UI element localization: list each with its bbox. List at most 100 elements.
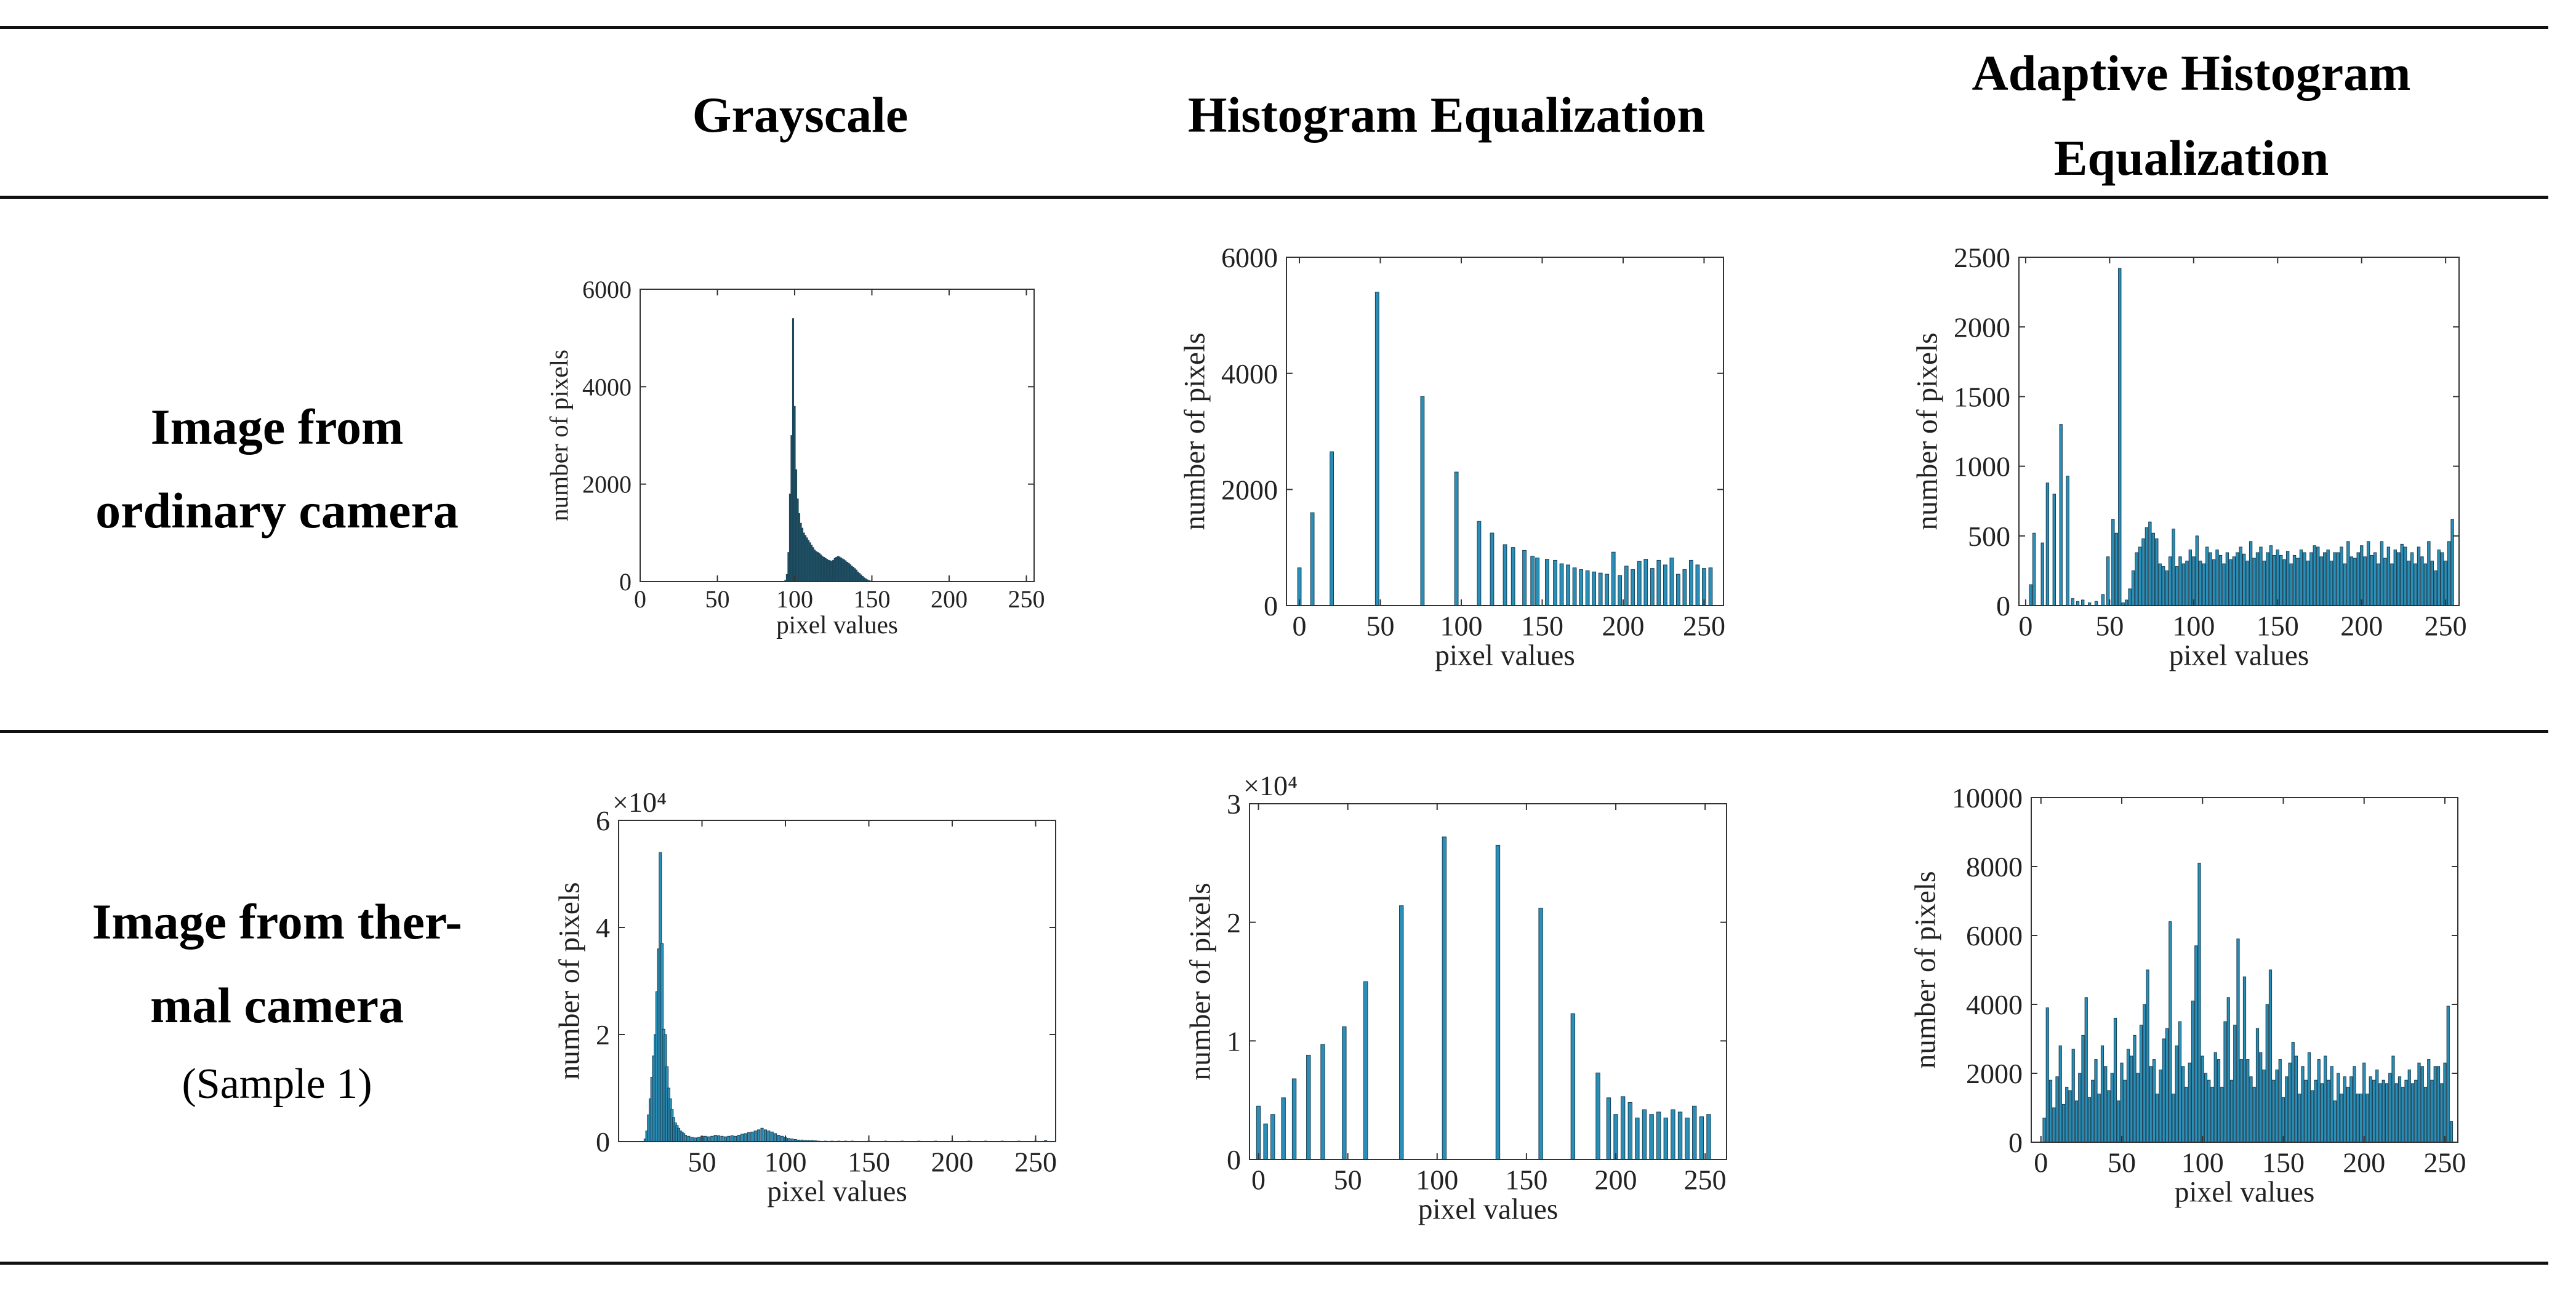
bar xyxy=(710,1135,714,1142)
bar xyxy=(2156,1094,2159,1143)
x-axis-label: pixel values xyxy=(1435,640,1575,672)
bar xyxy=(2285,1076,2289,1143)
bar xyxy=(820,554,822,582)
bar xyxy=(1613,1114,1618,1160)
x-tick-label: 50 xyxy=(705,585,729,613)
bar xyxy=(2369,1076,2372,1143)
bar xyxy=(1692,1105,1697,1160)
bar xyxy=(2413,563,2417,606)
x-tick-label: 250 xyxy=(1014,1146,1057,1177)
bar xyxy=(2126,1049,2130,1143)
bar xyxy=(2381,1079,2385,1143)
bar xyxy=(2356,552,2360,606)
x-tick-label: 50 xyxy=(2095,610,2124,641)
bar xyxy=(2417,1062,2421,1143)
bar xyxy=(704,1135,707,1142)
bar xyxy=(817,552,819,582)
bar xyxy=(1535,558,1539,606)
x-tick-label: 0 xyxy=(634,585,646,613)
bar xyxy=(2427,1059,2431,1143)
row-separator-rule xyxy=(0,730,2548,733)
bar xyxy=(1570,1013,1576,1160)
bar xyxy=(1566,564,1570,606)
bar xyxy=(2139,1025,2143,1143)
bar xyxy=(2259,546,2263,606)
bar xyxy=(838,556,841,582)
bar xyxy=(1699,1116,1704,1160)
chart-svg: 0 50 100 150 200 25005001000150020002500pixel… xyxy=(1911,242,2466,671)
y-axis-label: number of pixels xyxy=(1179,332,1211,530)
row-label-line: ordinary camera xyxy=(95,482,459,538)
bar xyxy=(1544,559,1549,606)
bar xyxy=(2337,1073,2340,1143)
y-tick-label: 500 xyxy=(1968,521,2010,552)
bar xyxy=(2152,1059,2156,1143)
y-tick-label: 2500 xyxy=(1954,242,2010,273)
bar xyxy=(2209,552,2212,606)
bar xyxy=(2268,969,2273,1143)
bar xyxy=(2423,563,2428,606)
bar xyxy=(1342,1026,1347,1160)
bar xyxy=(2239,1059,2243,1143)
x-axis-label: pixel values xyxy=(767,1176,907,1208)
bar xyxy=(2172,1094,2175,1143)
bar xyxy=(2111,519,2115,606)
bar xyxy=(2178,556,2182,606)
bar xyxy=(2326,549,2330,606)
x-tick-label: 0 xyxy=(1293,610,1307,641)
bar xyxy=(2323,552,2327,606)
bar xyxy=(2393,549,2397,606)
bar xyxy=(2349,556,2354,606)
bar xyxy=(2175,1045,2178,1143)
bar xyxy=(2188,549,2193,606)
y-tick-label: 2000 xyxy=(1954,311,2010,343)
bar xyxy=(2048,1079,2053,1143)
bar xyxy=(826,559,829,582)
y-axis-label: number of pixels xyxy=(1909,871,1941,1068)
bar xyxy=(2436,1066,2441,1143)
bar xyxy=(2133,1035,2137,1143)
bars xyxy=(643,852,1048,1142)
bar xyxy=(1624,566,1629,606)
bar xyxy=(2333,1100,2337,1143)
bar xyxy=(2113,1017,2117,1143)
bar xyxy=(2380,541,2384,606)
bar xyxy=(2107,1090,2111,1143)
y-tick-label: 8000 xyxy=(1966,851,2023,883)
bar xyxy=(1689,559,1693,606)
chart-thermal-adaptive-histogram-equalization: 0 50 100 150 200 250 0 2000 4000 6000 8000 10000 pix… xyxy=(1909,782,2466,1209)
bar xyxy=(2097,1094,2101,1143)
bar xyxy=(1685,1118,1690,1160)
bar xyxy=(2185,1086,2188,1143)
bar xyxy=(750,1131,754,1142)
bar xyxy=(2359,1094,2363,1143)
chart-ordinary-grayscale: 0 50 100 150 200 250 0 2000 4000 6000 pixel values… xyxy=(545,276,1045,639)
bar xyxy=(2314,1079,2317,1143)
bar xyxy=(1598,572,1603,606)
chart-svg: 0 50 100 150 200 250 0 2000 4000 6000 8000 10000 pix… xyxy=(1909,782,2466,1209)
bar xyxy=(730,1135,734,1142)
column-header-line: Equalization xyxy=(2053,130,2329,186)
bar xyxy=(2316,546,2320,606)
bar xyxy=(860,574,862,582)
bar xyxy=(1642,1109,1647,1160)
bar xyxy=(2130,1055,2133,1143)
bar xyxy=(1606,1097,1611,1160)
column-header-adaptive-histogram-equalization: Adaptive Histogram Equalization xyxy=(1859,31,2524,201)
bar xyxy=(2029,584,2032,606)
bar xyxy=(2340,546,2343,606)
bar xyxy=(2165,570,2169,606)
bar xyxy=(2320,1083,2324,1143)
bar xyxy=(2104,1066,2108,1143)
row-label-sample: (Sample 1) xyxy=(182,1060,372,1108)
row-label-thermal-camera: Image from ther- mal camera (Sample 1) xyxy=(25,880,529,1121)
bar xyxy=(2141,538,2145,606)
bar xyxy=(2155,538,2159,606)
x-tick-label: 50 xyxy=(2108,1147,2136,1178)
x-tick-label: 200 xyxy=(1595,1164,1637,1195)
bar xyxy=(811,545,813,582)
bar xyxy=(2236,552,2239,606)
y-tick-label: 6000 xyxy=(582,276,632,303)
bar xyxy=(2218,555,2223,606)
bar xyxy=(2296,558,2300,606)
